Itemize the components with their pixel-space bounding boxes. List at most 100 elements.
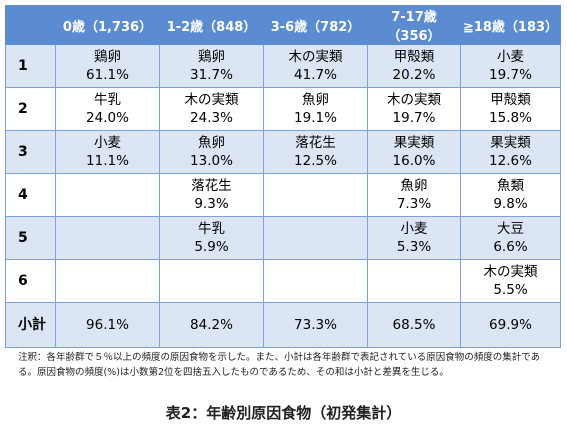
food-percent: 15.8% bbox=[489, 110, 532, 126]
food-cell: 魚類 9.8% bbox=[460, 173, 561, 217]
food-name: 果実類 bbox=[393, 135, 435, 151]
rank-row: 6 木の実類 5.5% bbox=[5, 259, 561, 303]
food-name: 鶏卵 bbox=[94, 49, 121, 65]
food-percent: 61.1% bbox=[86, 67, 129, 83]
food-cell: 魚卵 19.1% bbox=[263, 87, 368, 131]
note: 注釈：各年齢群で５％以上の頻度の原因食物を示した。また、小計は各年齢群で表記され… bbox=[18, 352, 541, 378]
column-header: 3-6歳（782） bbox=[263, 5, 368, 45]
food-percent: 16.0% bbox=[392, 153, 436, 169]
food-cell: 落花生 12.5% bbox=[263, 130, 368, 174]
food-name: 鶏卵 bbox=[198, 49, 225, 65]
food-cell: 小麦 11.1% bbox=[55, 130, 160, 174]
food-name: 甲殻類 bbox=[490, 92, 531, 108]
food-cell: 魚卵 13.0% bbox=[159, 130, 264, 174]
food-percent: 5.3% bbox=[396, 239, 432, 255]
subtotal-label: 小計 bbox=[5, 302, 56, 348]
food-cell: 牛乳 5.9% bbox=[159, 216, 264, 260]
food-cell bbox=[55, 216, 160, 260]
food-cell bbox=[263, 259, 368, 303]
food-percent: 19.7% bbox=[489, 67, 532, 83]
food-name: 牛乳 bbox=[94, 92, 121, 108]
food-percent: 19.7% bbox=[392, 110, 436, 126]
food-cell bbox=[159, 259, 264, 303]
food-cell bbox=[55, 259, 160, 303]
rank-label: 3 bbox=[5, 130, 56, 174]
rank-row: 4 落花生 9.3% 魚卵 7.3% 魚類 9.8% bbox=[5, 173, 561, 217]
food-cell: 木の実類 5.5% bbox=[460, 259, 561, 303]
food-cell: 小麦 5.3% bbox=[367, 216, 461, 260]
food-cell: 木の実類 24.3% bbox=[159, 87, 264, 131]
food-cell: 小麦 19.7% bbox=[460, 44, 561, 88]
food-name: 木の実類 bbox=[184, 92, 239, 108]
rank-label: 6 bbox=[5, 259, 56, 303]
rank-label: 1 bbox=[5, 44, 56, 88]
subtotal-value: 73.3% bbox=[263, 302, 368, 348]
food-percent: 19.1% bbox=[294, 110, 337, 126]
food-percent: 5.9% bbox=[194, 239, 229, 255]
food-cell: 牛乳 24.0% bbox=[55, 87, 160, 131]
column-header: ≧18歳（183） bbox=[460, 5, 561, 45]
header-row: 0歳（1,736） 1-2歳（848） 3-6歳（782） 7-17歳（356） ≧18… bbox=[5, 5, 561, 45]
food-cell: 木の実類 41.7% bbox=[263, 44, 368, 88]
food-cell: 木の実類 19.7% bbox=[367, 87, 461, 131]
food-percent: 6.6% bbox=[493, 239, 528, 255]
food-percent: 24.3% bbox=[190, 110, 233, 126]
food-percent: 20.2% bbox=[392, 67, 436, 83]
food-name: 魚卵 bbox=[400, 178, 428, 194]
food-cell: 大豆 6.6% bbox=[460, 216, 561, 260]
food-percent: 12.6% bbox=[489, 153, 532, 169]
rank-label: 5 bbox=[5, 216, 56, 260]
food-name: 魚類 bbox=[497, 178, 524, 194]
food-cell bbox=[55, 173, 160, 217]
food-name: 木の実類 bbox=[387, 92, 441, 108]
food-percent: 9.3% bbox=[194, 196, 229, 212]
caption: 表2：年齢別原因食物（初発集計） bbox=[165, 404, 402, 422]
food-name: 大豆 bbox=[497, 221, 524, 237]
food-name: 木の実類 bbox=[483, 264, 538, 280]
corner-cell bbox=[5, 5, 56, 45]
food-cell bbox=[263, 216, 368, 260]
food-name: 木の実類 bbox=[288, 49, 343, 65]
food-percent: 7.3% bbox=[396, 196, 432, 212]
food-cell: 鶏卵 61.1% bbox=[55, 44, 160, 88]
food-name: 落花生 bbox=[191, 178, 232, 194]
rank-label: 4 bbox=[5, 173, 56, 217]
subtotal-row: 小計 96.1% 84.2% 73.3% 68.5% 69.9% bbox=[5, 302, 561, 348]
subtotal-value: 68.5% bbox=[367, 302, 461, 348]
food-name: 落花生 bbox=[295, 135, 336, 151]
food-percent: 41.7% bbox=[294, 67, 337, 83]
food-percent: 24.0% bbox=[86, 110, 129, 126]
rank-row: 2 牛乳 24.0% 木の実類 24.3% 魚卵 19.1% 木の実類 19.7% 甲殻類 15.8… bbox=[5, 87, 561, 131]
subtotal-value: 96.1% bbox=[55, 302, 160, 348]
column-header: 1-2歳（848） bbox=[159, 5, 264, 45]
food-cell: 果実類 12.6% bbox=[460, 130, 561, 174]
food-name: 魚卵 bbox=[302, 92, 329, 108]
subtotal-value: 84.2% bbox=[159, 302, 264, 348]
food-percent: 5.5% bbox=[493, 282, 528, 298]
food-name: 小麦 bbox=[94, 135, 121, 151]
food-cell bbox=[367, 259, 461, 303]
food-cell: 魚卵 7.3% bbox=[367, 173, 461, 217]
column-header: 7-17歳（356） bbox=[367, 5, 461, 45]
food-name: 小麦 bbox=[400, 221, 428, 237]
food-cell bbox=[263, 173, 368, 217]
rank-row: 5 牛乳 5.9% 小麦 5.3% 大豆 6.6% bbox=[5, 216, 561, 260]
food-cell: 果実類 16.0% bbox=[367, 130, 461, 174]
food-percent: 9.8% bbox=[493, 196, 528, 212]
column-header: 0歳（1,736） bbox=[55, 5, 160, 45]
food-cell: 鶏卵 31.7% bbox=[159, 44, 264, 88]
food-name: 小麦 bbox=[497, 49, 524, 65]
food-percent: 11.1% bbox=[86, 153, 129, 169]
food-percent: 31.7% bbox=[190, 67, 233, 83]
rank-row: 3 小麦 11.1% 魚卵 13.0% 落花生 12.5% 果実類 16.0% 果実類 12.6% bbox=[5, 130, 561, 174]
food-table: 0歳（1,736） 1-2歳（848） 3-6歳（782） 7-17歳（356） ≧18… bbox=[5, 5, 561, 348]
rank-label: 2 bbox=[5, 87, 56, 131]
food-cell: 甲殻類 20.2% bbox=[367, 44, 461, 88]
subtotal-value: 69.9% bbox=[460, 302, 561, 348]
food-percent: 13.0% bbox=[190, 153, 233, 169]
food-percent: 12.5% bbox=[294, 153, 337, 169]
food-name: 甲殻類 bbox=[393, 49, 435, 65]
food-name: 牛乳 bbox=[198, 221, 225, 237]
food-cell: 落花生 9.3% bbox=[159, 173, 264, 217]
